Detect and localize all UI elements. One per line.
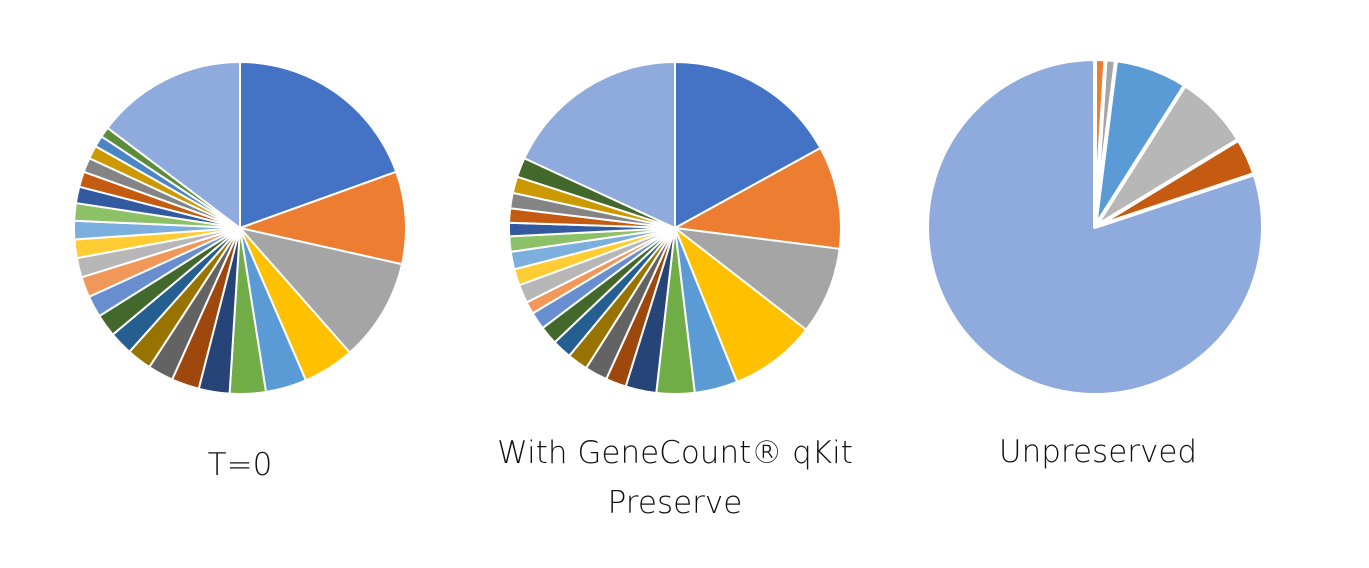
chart-title: Unpreserved — [998, 434, 1198, 470]
pie-slice — [239, 227, 404, 354]
pie-slice — [674, 61, 822, 229]
pie-slice — [239, 170, 407, 266]
pie-slice — [523, 61, 676, 229]
pie-slice — [925, 57, 1266, 397]
pie-slice — [106, 61, 241, 229]
pie-slice — [674, 147, 842, 250]
pie-slice — [239, 61, 398, 229]
pie-slice — [674, 227, 808, 383]
chart-title: T=0 — [207, 447, 273, 483]
chart-title: With GeneCount® qKit Preserve — [497, 435, 853, 521]
pie-slice — [674, 227, 841, 331]
